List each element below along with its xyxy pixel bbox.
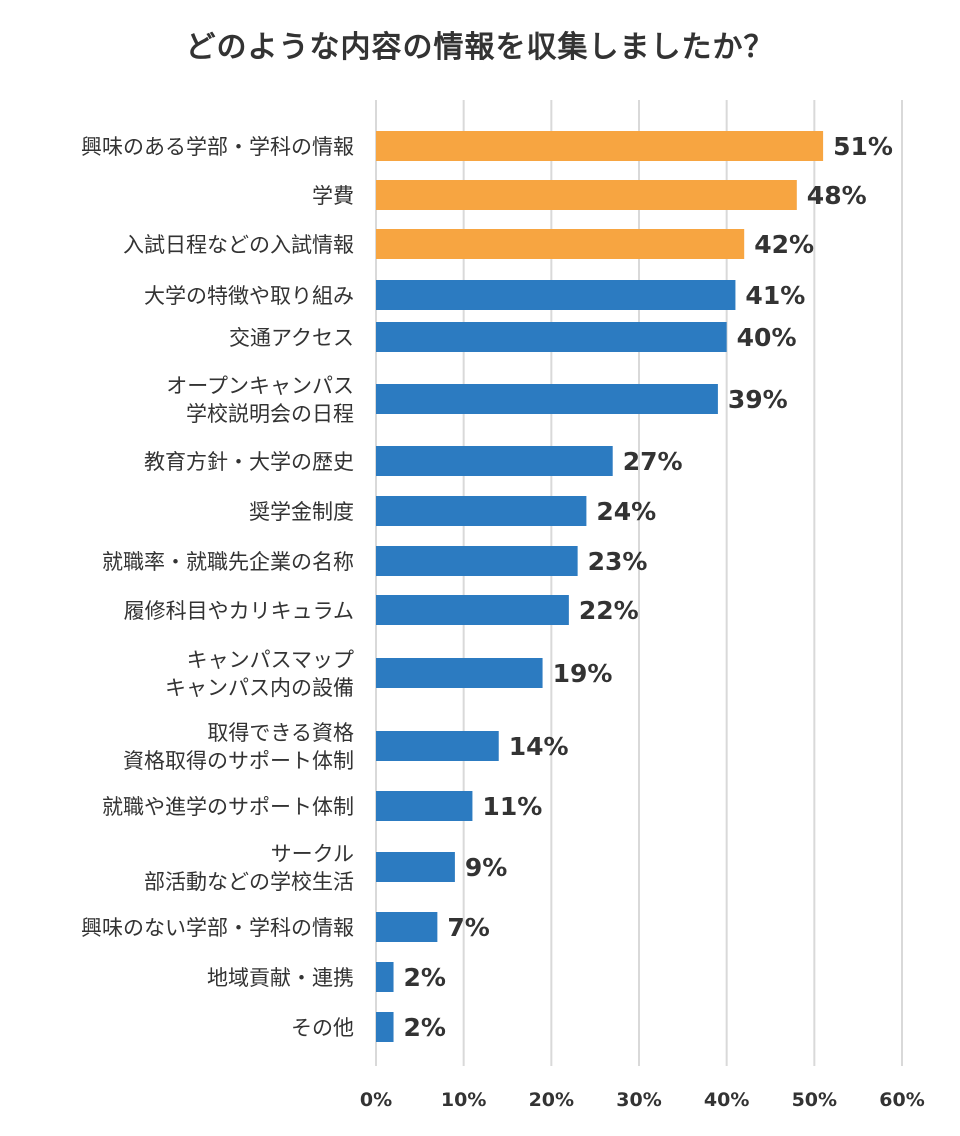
bar xyxy=(376,180,797,210)
x-tick-label: 20% xyxy=(529,1089,574,1111)
value-label: 9% xyxy=(465,853,507,882)
value-label: 41% xyxy=(745,281,805,310)
category-label: 興味のない学部・学科の情報 xyxy=(81,916,354,940)
bar xyxy=(376,322,727,352)
value-label: 23% xyxy=(588,547,648,576)
bar xyxy=(376,962,394,992)
value-label: 22% xyxy=(579,596,639,625)
category-label: その他 xyxy=(291,1016,354,1040)
category-label: 学校説明会の日程 xyxy=(186,402,354,426)
category-label: 就職や進学のサポート体制 xyxy=(102,795,354,819)
bar xyxy=(376,658,543,688)
value-label: 2% xyxy=(404,1013,446,1042)
value-label: 2% xyxy=(404,963,446,992)
value-label: 40% xyxy=(737,323,797,352)
category-label: 入試日程などの入試情報 xyxy=(123,233,354,257)
value-label: 24% xyxy=(596,497,656,526)
bar xyxy=(376,280,736,310)
category-label: キャンパスマップ xyxy=(187,648,354,672)
value-label: 27% xyxy=(623,447,683,476)
x-tick-label: 10% xyxy=(441,1089,486,1111)
category-label: 学費 xyxy=(312,184,354,208)
bar xyxy=(376,496,587,526)
category-label: 奨学金制度 xyxy=(249,500,354,524)
category-label: キャンパス内の設備 xyxy=(165,676,354,700)
category-label: 交通アクセス xyxy=(229,326,354,350)
bar xyxy=(376,229,745,259)
gridlines xyxy=(375,100,903,1066)
category-label: 部活動などの学校生活 xyxy=(144,870,354,894)
x-axis-ticks: 0% 10% 20% 30% 40% 50% 60% xyxy=(360,1089,925,1111)
bar xyxy=(376,131,824,161)
bar xyxy=(376,791,473,821)
value-labels: 51% 48% 42% 41% 40% 39% 27% 24% 23% 22% 19% 14% 11% 9… xyxy=(404,132,893,1042)
value-label: 7% xyxy=(447,913,489,942)
value-label: 48% xyxy=(807,181,867,210)
bar xyxy=(376,546,578,576)
x-tick-label: 50% xyxy=(792,1089,837,1111)
x-tick-label: 60% xyxy=(879,1089,924,1111)
x-tick-label: 30% xyxy=(616,1089,661,1111)
x-tick-label: 0% xyxy=(360,1089,392,1111)
value-label: 11% xyxy=(482,792,542,821)
category-labels: 興味のある学部・学科の情報学費入試日程などの入試情報大学の特徴や取り組み交通アク… xyxy=(81,135,354,1040)
bar xyxy=(376,912,438,942)
value-label: 51% xyxy=(833,132,893,161)
bar xyxy=(376,731,499,761)
x-tick-label: 40% xyxy=(704,1089,749,1111)
value-label: 14% xyxy=(509,732,569,761)
category-label: 取得できる資格 xyxy=(207,721,354,745)
bar xyxy=(376,595,569,625)
category-label: オープンキャンパス xyxy=(166,374,354,398)
category-label: 就職率・就職先企業の名称 xyxy=(102,550,354,574)
chart-title: どのような内容の情報を収集しましたか？ xyxy=(185,30,775,65)
bar xyxy=(376,446,613,476)
bars xyxy=(376,131,824,1042)
category-label: 大学の特徴や取り組み xyxy=(144,284,354,308)
category-label: 資格取得のサポート体制 xyxy=(123,749,354,773)
bar xyxy=(376,852,455,882)
bar xyxy=(376,1012,394,1042)
category-label: サークル xyxy=(271,842,354,866)
value-label: 19% xyxy=(553,659,613,688)
bar xyxy=(376,384,718,414)
category-label: 教育方針・大学の歴史 xyxy=(144,450,354,474)
category-label: 地域貢献・連携 xyxy=(207,966,354,990)
value-label: 39% xyxy=(728,385,788,414)
category-label: 履修科目やカリキュラム xyxy=(124,599,354,623)
value-label: 42% xyxy=(754,230,814,259)
category-label: 興味のある学部・学科の情報 xyxy=(81,135,354,159)
